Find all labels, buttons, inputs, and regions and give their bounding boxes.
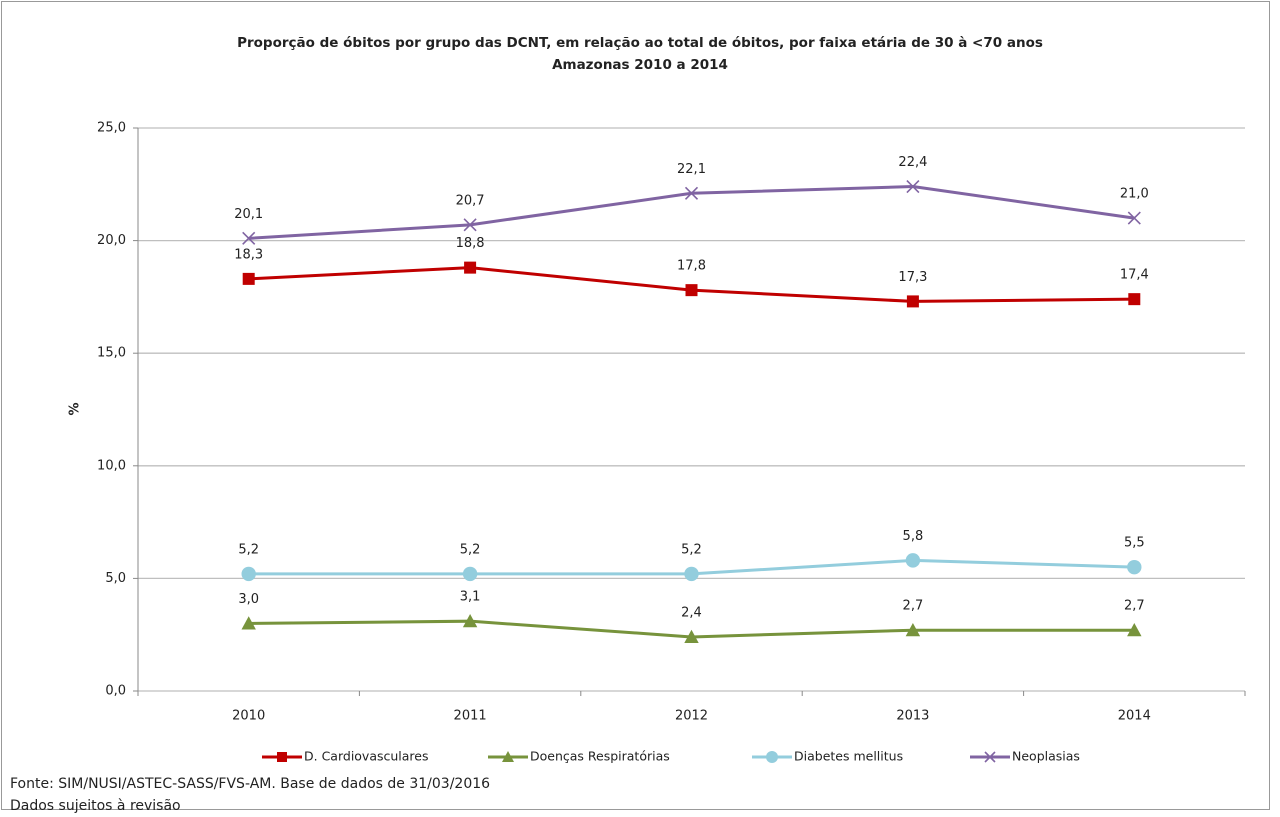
y-tick-label: 5,0 <box>105 571 126 586</box>
point-marker <box>1127 622 1142 637</box>
point-marker <box>684 186 699 200</box>
y-axis-label: % <box>68 402 83 415</box>
data-label: 2,4 <box>681 605 702 620</box>
data-label: 5,5 <box>1124 536 1145 551</box>
legend-marker <box>766 751 778 763</box>
point-marker <box>685 284 698 297</box>
legend-label: Diabetes mellitus <box>794 749 903 764</box>
point-marker <box>242 231 256 245</box>
point-marker <box>905 553 921 568</box>
x-tick-label: 2011 <box>454 709 487 724</box>
x-tick-label: 2012 <box>675 709 708 724</box>
legend-marker <box>502 751 514 762</box>
point-marker <box>906 179 920 194</box>
x-tick-label: 2013 <box>896 709 929 724</box>
point-marker <box>463 218 477 232</box>
point-marker <box>905 622 921 637</box>
data-label: 5,2 <box>681 542 702 557</box>
data-label: 18,3 <box>234 247 263 262</box>
legend-label: Neoplasias <box>1012 749 1080 764</box>
point-marker <box>462 613 478 628</box>
y-tick-label: 20,0 <box>97 233 126 248</box>
source-note: Fonte: SIM/NUSI/ASTEC-SASS/FVS-AM. Base … <box>10 776 490 792</box>
legend-marker <box>277 752 287 762</box>
data-label: 5,8 <box>903 529 924 544</box>
point-marker <box>462 566 478 582</box>
chart-subtitle: Amazonas 2010 a 2014 <box>552 57 728 73</box>
legend-label: Doenças Respiratórias <box>530 749 670 764</box>
y-tick-label: 25,0 <box>97 121 126 136</box>
point-marker <box>684 566 699 582</box>
point-marker <box>241 566 256 582</box>
point-marker <box>1128 293 1141 306</box>
point-marker <box>684 629 699 643</box>
y-tick-label: 10,0 <box>97 458 126 473</box>
data-label: 20,1 <box>234 207 263 222</box>
data-label: 18,8 <box>456 236 485 251</box>
y-tick-label: 15,0 <box>97 346 126 361</box>
data-label: 3,1 <box>460 590 481 605</box>
point-marker <box>464 261 477 274</box>
data-label: 5,2 <box>238 542 259 557</box>
point-marker <box>241 616 256 630</box>
point-marker <box>1127 559 1142 575</box>
data-label: 2,7 <box>903 599 924 614</box>
data-label: 3,0 <box>238 592 259 607</box>
data-label: 5,2 <box>460 542 481 557</box>
data-label: 22,1 <box>677 162 706 177</box>
legend-label: D. Cardiovasculares <box>304 749 429 764</box>
data-label: 21,0 <box>1120 187 1149 202</box>
footnote: Dados sujeitos à revisão <box>10 798 181 814</box>
data-label: 17,4 <box>1120 268 1149 283</box>
point-marker <box>906 295 919 308</box>
y-tick-label: 0,0 <box>105 684 126 699</box>
point-marker <box>1127 211 1141 225</box>
chart-title: Proporção de óbitos por grupo das DCNT, … <box>237 35 1043 51</box>
x-tick-label: 2010 <box>232 709 265 724</box>
data-label: 2,7 <box>1124 599 1145 614</box>
data-label: 17,8 <box>677 259 706 274</box>
data-label: 20,7 <box>456 193 485 208</box>
legend-marker <box>984 751 996 763</box>
data-label: 22,4 <box>898 155 927 170</box>
point-marker <box>242 272 255 285</box>
data-label: 17,3 <box>898 270 927 285</box>
x-tick-label: 2014 <box>1118 709 1151 724</box>
